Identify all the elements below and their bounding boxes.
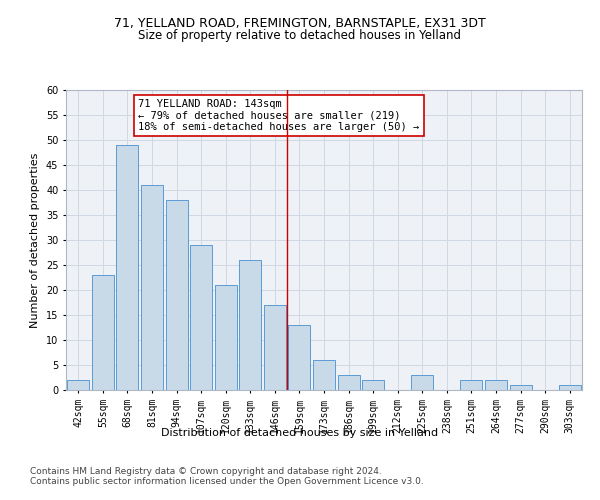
- Bar: [485, 380, 507, 390]
- Text: Distribution of detached houses by size in Yelland: Distribution of detached houses by size …: [161, 428, 439, 438]
- Bar: [116, 145, 139, 390]
- Bar: [141, 185, 163, 390]
- Bar: [338, 375, 359, 390]
- Bar: [289, 325, 310, 390]
- Bar: [559, 385, 581, 390]
- Text: 71 YELLAND ROAD: 143sqm
← 79% of detached houses are smaller (219)
18% of semi-d: 71 YELLAND ROAD: 143sqm ← 79% of detache…: [138, 99, 419, 132]
- Text: Size of property relative to detached houses in Yelland: Size of property relative to detached ho…: [139, 29, 461, 42]
- Bar: [264, 305, 286, 390]
- Bar: [166, 200, 188, 390]
- Bar: [215, 285, 237, 390]
- Text: Contains public sector information licensed under the Open Government Licence v3: Contains public sector information licen…: [30, 477, 424, 486]
- Bar: [190, 245, 212, 390]
- Y-axis label: Number of detached properties: Number of detached properties: [31, 152, 40, 328]
- Bar: [239, 260, 262, 390]
- Text: 71, YELLAND ROAD, FREMINGTON, BARNSTAPLE, EX31 3DT: 71, YELLAND ROAD, FREMINGTON, BARNSTAPLE…: [114, 18, 486, 30]
- Bar: [460, 380, 482, 390]
- Bar: [313, 360, 335, 390]
- Bar: [362, 380, 384, 390]
- Bar: [509, 385, 532, 390]
- Bar: [411, 375, 433, 390]
- Bar: [67, 380, 89, 390]
- Bar: [92, 275, 114, 390]
- Text: Contains HM Land Registry data © Crown copyright and database right 2024.: Contains HM Land Registry data © Crown c…: [30, 467, 382, 476]
